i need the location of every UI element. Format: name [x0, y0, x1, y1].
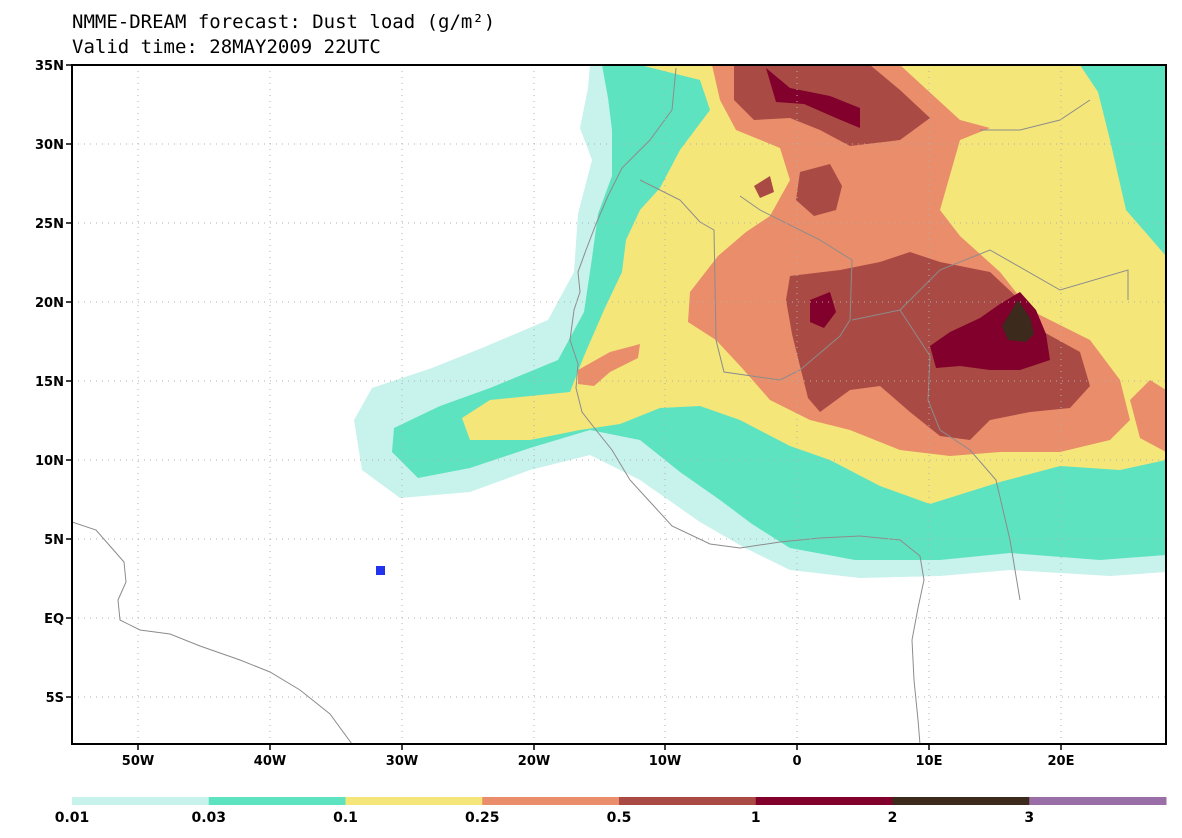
station-marker — [376, 566, 385, 575]
lat-label-30n: 30N — [35, 138, 64, 153]
colorbar-label: 0.5 — [607, 810, 632, 826]
colorbar-swatch — [208, 797, 346, 805]
colorbar-label: 0.25 — [465, 810, 500, 826]
colorbar-label: 2 — [888, 810, 898, 826]
lat-label-5s: 5S — [46, 691, 64, 706]
lon-label-40w: 40W — [254, 754, 286, 769]
colorbar-swatch — [1029, 797, 1167, 805]
colorbar-swatch — [482, 797, 620, 805]
colorbar-swatch — [892, 797, 1030, 805]
map-title: NMME-DREAM forecast: Dust load (g/m²) — [72, 11, 496, 33]
coast-south-america — [72, 521, 353, 744]
valid-time: Valid time: 28MAY2009 22UTC — [72, 36, 381, 58]
lon-label-50w: 50W — [122, 754, 154, 769]
colorbar-swatch — [755, 797, 893, 805]
colorbar: 0.01 0.03 0.1 0.25 0.5 1 2 3 — [55, 797, 1167, 826]
contour-1-west — [810, 292, 836, 328]
lon-label-0: 0 — [792, 754, 801, 769]
lon-label-30w: 30W — [386, 754, 418, 769]
contour-2 — [1002, 300, 1034, 342]
colorbar-label: 3 — [1024, 810, 1034, 826]
colorbar-label: 0.01 — [55, 810, 90, 826]
grid-lines — [72, 65, 1166, 744]
coastlines — [72, 67, 1129, 744]
border-central — [899, 309, 1021, 601]
contour-0.25-east — [1130, 380, 1166, 452]
lat-label-15n: 15N — [35, 375, 64, 390]
colorbar-label: 1 — [751, 810, 761, 826]
colorbar-swatch — [72, 797, 210, 805]
lat-label-5n: 5N — [44, 533, 64, 548]
dust-contours — [354, 65, 1166, 578]
map-frame — [71, 64, 1167, 745]
colorbar-label: 0.1 — [333, 810, 358, 826]
lat-label-25n: 25N — [35, 217, 64, 232]
contour-0.5-small — [754, 176, 774, 198]
lat-ticks — [66, 64, 72, 698]
lat-label-eq: EQ — [44, 612, 64, 627]
colorbar-swatch — [345, 797, 483, 805]
colorbar-swatch — [619, 797, 757, 805]
contour-1 — [766, 68, 860, 128]
lon-ticks — [137, 744, 1062, 750]
lon-label-20e: 20E — [1048, 754, 1075, 769]
lat-label-35n: 35N — [35, 59, 64, 74]
contour-0.25-west — [578, 344, 640, 386]
lat-label-10n: 10N — [35, 454, 64, 469]
border-east — [980, 99, 1091, 131]
lat-label-20n: 20N — [35, 296, 64, 311]
lon-label-10w: 10W — [649, 754, 681, 769]
contour-0.5-blob — [796, 164, 842, 216]
coast-west-africa — [569, 67, 925, 744]
lon-label-10e: 10E — [916, 754, 943, 769]
lon-label-20w: 20W — [518, 754, 550, 769]
colorbar-label: 0.03 — [191, 810, 226, 826]
